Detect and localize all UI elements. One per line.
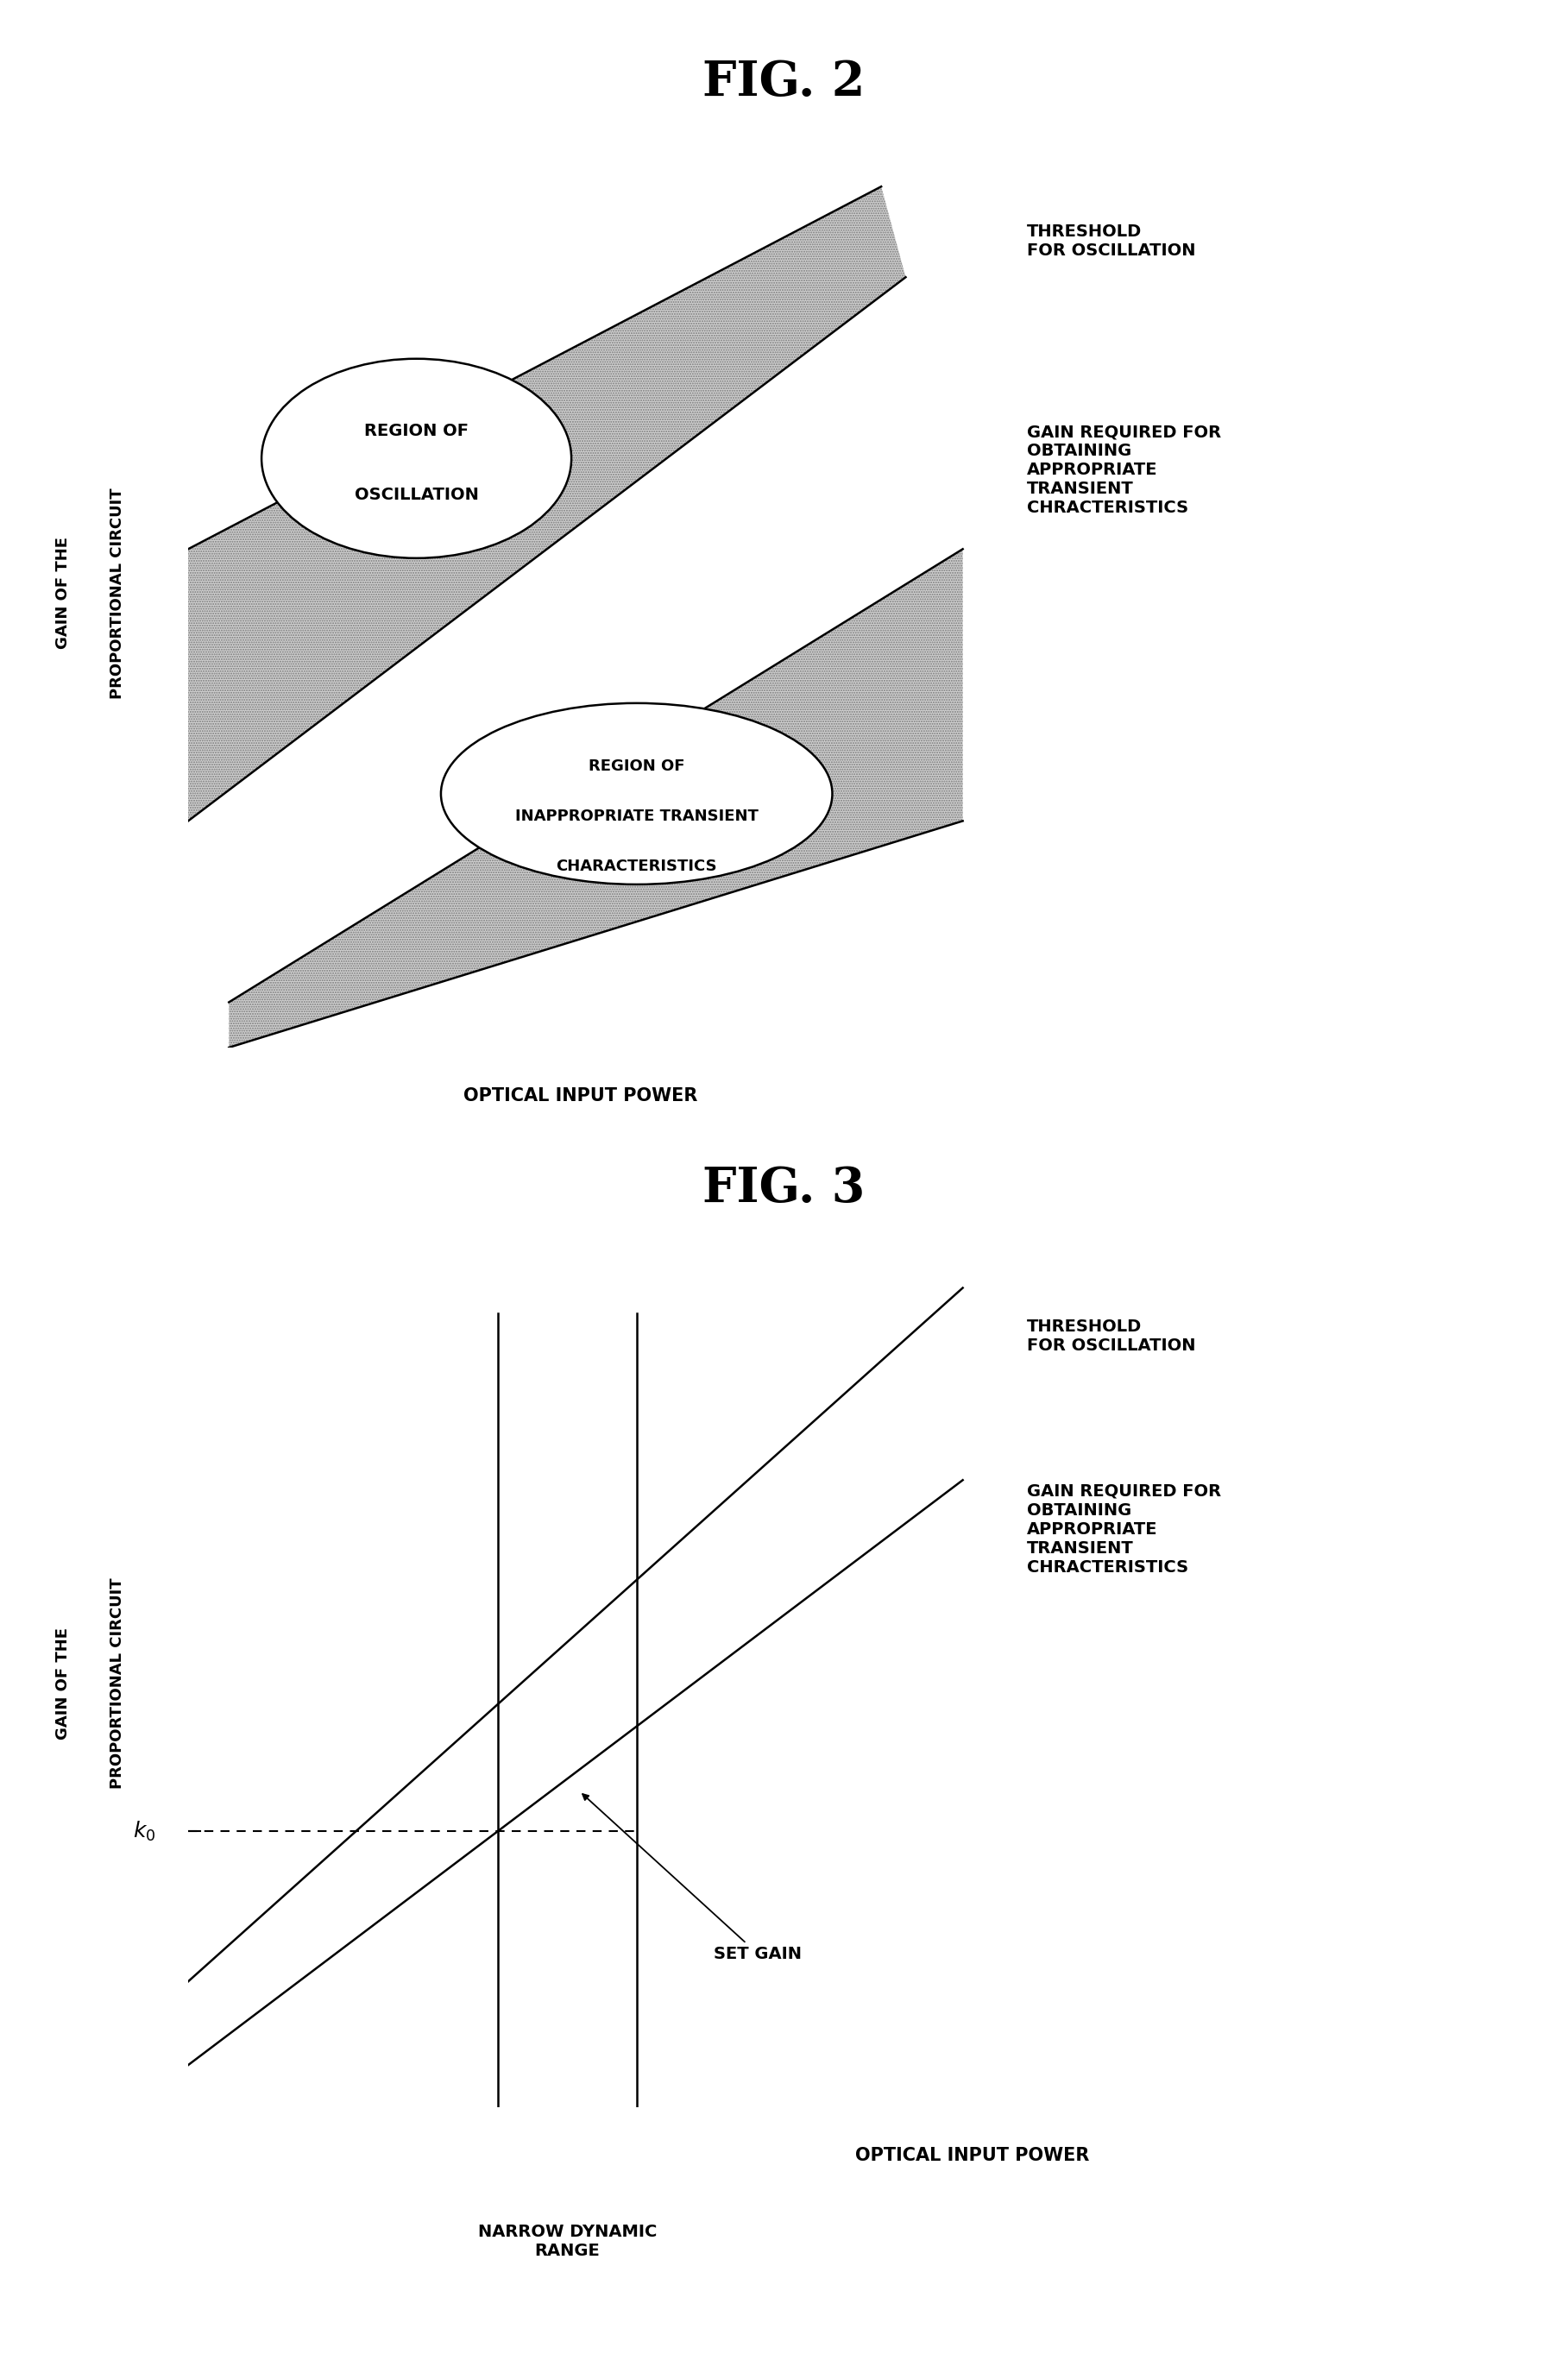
- Text: CHARACTERISTICS: CHARACTERISTICS: [557, 859, 717, 873]
- Text: FIG. 2: FIG. 2: [702, 59, 866, 106]
- Text: OPTICAL INPUT POWER: OPTICAL INPUT POWER: [463, 1088, 698, 1104]
- Text: $k_0$: $k_0$: [133, 1820, 155, 1843]
- Text: GAIN REQUIRED FOR
OBTAINING
APPROPRIATE
TRANSIENT
CHRACTERISTICS: GAIN REQUIRED FOR OBTAINING APPROPRIATE …: [1027, 1483, 1221, 1575]
- Text: REGION OF: REGION OF: [588, 758, 685, 774]
- Text: GAIN OF THE: GAIN OF THE: [55, 1627, 71, 1740]
- Text: GAIN REQUIRED FOR
OBTAINING
APPROPRIATE
TRANSIENT
CHRACTERISTICS: GAIN REQUIRED FOR OBTAINING APPROPRIATE …: [1027, 424, 1221, 516]
- Polygon shape: [229, 548, 963, 1048]
- Text: PROPORTIONAL CIRCUIT: PROPORTIONAL CIRCUIT: [110, 1577, 125, 1789]
- Text: GAIN OF THE: GAIN OF THE: [55, 537, 71, 650]
- Text: FIG. 3: FIG. 3: [702, 1165, 866, 1212]
- Text: OPTICAL INPUT POWER: OPTICAL INPUT POWER: [855, 2147, 1090, 2163]
- Polygon shape: [188, 186, 906, 822]
- Ellipse shape: [262, 358, 571, 558]
- Text: THRESHOLD
FOR OSCILLATION: THRESHOLD FOR OSCILLATION: [1027, 224, 1196, 259]
- Text: NARROW DYNAMIC
RANGE: NARROW DYNAMIC RANGE: [478, 2225, 657, 2260]
- Text: SET GAIN: SET GAIN: [583, 1794, 803, 1963]
- Text: PROPORTIONAL CIRCUIT: PROPORTIONAL CIRCUIT: [110, 487, 125, 699]
- Ellipse shape: [441, 704, 833, 885]
- Text: REGION OF: REGION OF: [364, 424, 469, 440]
- Text: THRESHOLD
FOR OSCILLATION: THRESHOLD FOR OSCILLATION: [1027, 1318, 1196, 1354]
- Text: INAPPROPRIATE TRANSIENT: INAPPROPRIATE TRANSIENT: [514, 810, 759, 824]
- Text: OSCILLATION: OSCILLATION: [354, 487, 478, 504]
